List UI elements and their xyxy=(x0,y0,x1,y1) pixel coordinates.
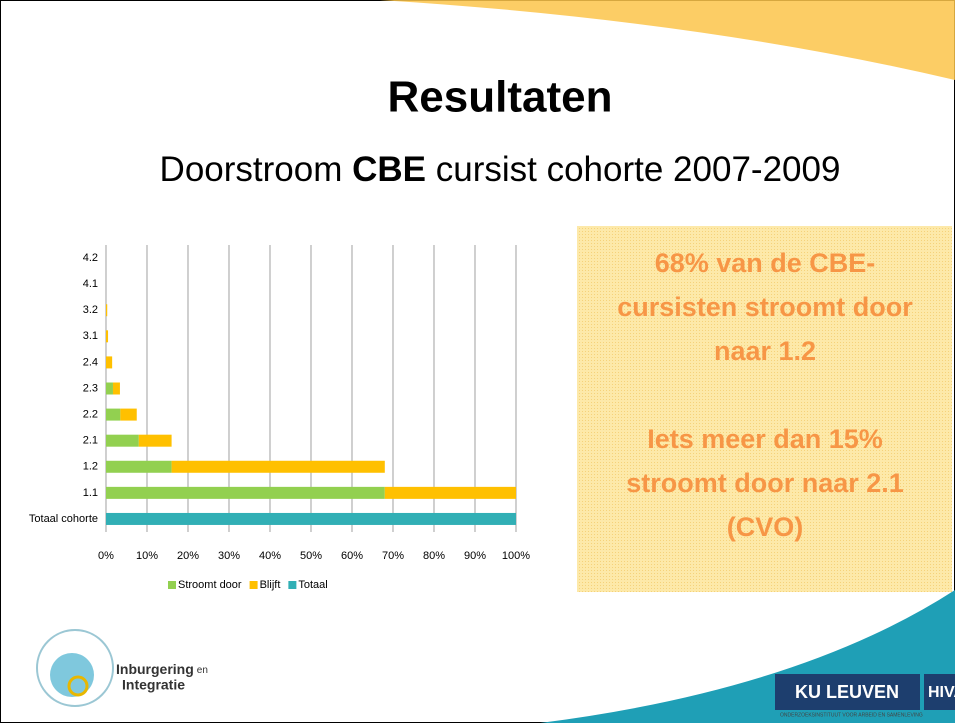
y-tick-label: 4.2 xyxy=(83,252,98,264)
legend-label: Blijft xyxy=(260,579,281,591)
x-tick-label: 90% xyxy=(464,550,486,562)
x-tick-label: 50% xyxy=(300,550,322,562)
y-tick-label: 1.2 xyxy=(83,461,98,473)
bar-segment xyxy=(106,409,120,421)
slide-subtitle: Doorstroom CBE cursist cohorte 2007-2009 xyxy=(160,150,841,189)
y-tick-label: 2.2 xyxy=(83,408,98,420)
y-tick-label: 4.1 xyxy=(83,278,98,290)
y-tick-label: 1.1 xyxy=(83,487,98,499)
x-tick-label: 40% xyxy=(259,550,281,562)
y-tick-label: 3.2 xyxy=(83,304,98,316)
bar-segment xyxy=(113,382,120,394)
x-tick-label: 60% xyxy=(341,550,363,562)
y-tick-label: 3.1 xyxy=(83,330,98,342)
legend-swatch xyxy=(288,581,296,589)
y-tick-label: 2.4 xyxy=(83,356,98,368)
y-tick-label: 2.1 xyxy=(83,435,98,447)
hiva-text: HIVA xyxy=(928,684,955,701)
bar-segment xyxy=(106,330,108,342)
x-tick-label: 80% xyxy=(423,550,445,562)
callout-line: cursisten stroomt door xyxy=(617,292,913,322)
slide: Resultaten Doorstroom CBE cursist cohort… xyxy=(0,0,955,723)
bar-segment xyxy=(120,409,136,421)
hiva-subtext: ONDERZOEKSINSTITUUT VOOR ARBEID EN SAMEN… xyxy=(780,712,923,718)
y-tick-label: Totaal cohorte xyxy=(29,513,98,525)
bar-segment xyxy=(106,304,107,316)
bar-segment xyxy=(106,356,112,368)
bar-segment xyxy=(139,435,172,447)
bar-segment xyxy=(106,435,139,447)
x-tick-label: 10% xyxy=(136,550,158,562)
bar-segment xyxy=(172,461,385,473)
legend-label: Stroomt door xyxy=(178,579,242,591)
callout-line: naar 1.2 xyxy=(714,336,816,366)
logo-left-text: Integratie xyxy=(122,677,185,693)
callout-line: (CVO) xyxy=(727,512,804,542)
slide-title: Resultaten xyxy=(388,73,613,122)
legend-swatch xyxy=(168,581,176,589)
bar-segment xyxy=(106,382,113,394)
bar-segment xyxy=(106,487,385,499)
x-tick-label: 30% xyxy=(218,550,240,562)
x-tick-label: 70% xyxy=(382,550,404,562)
y-tick-label: 2.3 xyxy=(83,382,98,394)
bar-segment xyxy=(385,487,516,499)
bar-segment xyxy=(106,461,172,473)
x-tick-label: 20% xyxy=(177,550,199,562)
kuleuven-text: KU LEUVEN xyxy=(795,682,899,702)
callout-line: stroomt door naar 2.1 xyxy=(626,468,904,498)
x-tick-label: 0% xyxy=(98,550,114,562)
callout-line: Iets meer dan 15% xyxy=(647,424,883,454)
legend-swatch xyxy=(250,581,258,589)
x-tick-label: 100% xyxy=(502,550,530,562)
bar-segment xyxy=(106,513,516,525)
callout-line: 68% van de CBE- xyxy=(655,248,876,278)
legend-label: Totaal xyxy=(298,579,327,591)
